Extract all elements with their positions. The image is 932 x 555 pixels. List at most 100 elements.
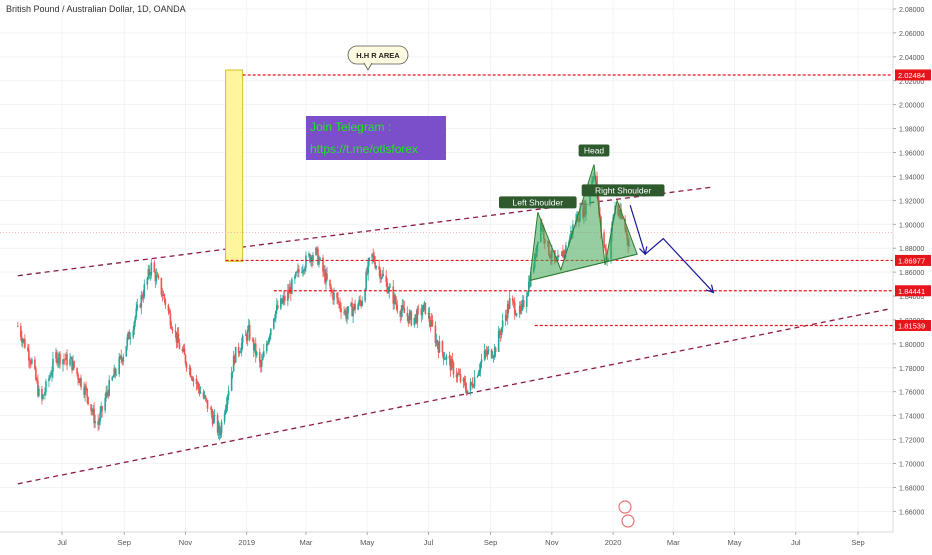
- candle: [127, 331, 130, 341]
- candle: [143, 279, 146, 299]
- candle: [268, 333, 271, 342]
- candle-body: [522, 300, 525, 307]
- candle-body: [302, 270, 304, 272]
- candle: [395, 296, 398, 310]
- level-price-tag-text: 2.02484: [898, 71, 925, 80]
- candle-body: [203, 395, 206, 398]
- candle: [476, 374, 479, 378]
- candle-body: [493, 347, 496, 357]
- candle-body: [248, 325, 251, 340]
- candle-body: [171, 328, 174, 331]
- candle: [275, 310, 277, 323]
- candle: [49, 372, 51, 381]
- candle: [276, 298, 278, 314]
- candle: [280, 294, 282, 311]
- candle: [506, 300, 509, 325]
- candle-body: [429, 322, 432, 327]
- candle: [522, 295, 525, 309]
- candle: [56, 349, 58, 366]
- candle-body: [58, 353, 60, 361]
- candle-body: [340, 307, 342, 313]
- level-price-tag: 2.02484: [895, 69, 931, 81]
- candle-body: [295, 272, 297, 276]
- candle-body: [498, 330, 501, 335]
- candle-body: [288, 290, 290, 294]
- candle-body: [162, 294, 165, 296]
- candle: [63, 353, 65, 364]
- candle-body: [59, 353, 61, 365]
- candle: [84, 383, 86, 402]
- candle: [295, 271, 297, 278]
- candle-body: [434, 325, 437, 343]
- candle: [604, 244, 606, 252]
- candle: [558, 254, 560, 258]
- candle: [512, 299, 515, 308]
- candle-body: [557, 255, 559, 261]
- candle: [305, 251, 307, 272]
- candle: [114, 367, 117, 379]
- candle: [413, 317, 416, 328]
- candle-body: [392, 286, 395, 304]
- candle-body: [42, 395, 44, 400]
- candle: [486, 346, 489, 360]
- candle: [188, 364, 191, 375]
- candle-body: [17, 325, 19, 327]
- candle: [358, 296, 360, 307]
- candle: [218, 422, 221, 441]
- arrow-head-1: [639, 246, 648, 256]
- candle: [312, 252, 314, 267]
- candle: [484, 348, 487, 360]
- candle-body: [450, 359, 453, 371]
- candle-body: [45, 381, 47, 393]
- candle-body: [386, 282, 389, 293]
- telegram-line-2: https://t.me/otlsforex: [310, 142, 418, 156]
- candle-body: [132, 329, 135, 338]
- candle-body: [490, 349, 493, 358]
- candle-body: [296, 271, 298, 273]
- candle: [238, 350, 241, 357]
- candle-body: [360, 302, 362, 306]
- time-tick-label: 2019: [238, 538, 255, 547]
- candle-body: [202, 392, 205, 398]
- candle-body: [37, 381, 39, 396]
- candle: [71, 356, 73, 374]
- candle-body: [368, 257, 370, 262]
- candle-body: [76, 367, 78, 374]
- candle-body: [253, 343, 256, 351]
- candle: [274, 314, 276, 321]
- candle: [262, 344, 265, 358]
- time-tick-label: May: [727, 538, 741, 547]
- price-tick-label: 2.02000: [899, 79, 924, 86]
- candle: [65, 352, 67, 361]
- candle: [233, 354, 236, 365]
- candle-body: [44, 392, 46, 395]
- candle-body: [452, 362, 455, 375]
- candle-body: [91, 410, 93, 413]
- candle: [51, 366, 53, 382]
- candle-body: [380, 277, 383, 280]
- candle-body: [70, 357, 72, 360]
- price-axis-bg: [893, 0, 932, 550]
- candle-body: [192, 378, 195, 381]
- candle: [147, 264, 150, 281]
- candle: [318, 255, 320, 268]
- candle: [174, 323, 177, 339]
- candle: [340, 302, 342, 319]
- candle-body: [268, 335, 271, 339]
- candle-body: [364, 289, 366, 301]
- candle-body: [188, 368, 191, 369]
- candle: [297, 263, 299, 278]
- candle-body: [484, 350, 487, 353]
- candle: [326, 266, 328, 281]
- candle: [350, 301, 352, 308]
- candle-body: [431, 319, 434, 326]
- candle-body: [282, 299, 284, 304]
- candle-body: [526, 292, 529, 297]
- candle: [359, 294, 361, 307]
- candle: [423, 300, 426, 311]
- candle: [28, 343, 30, 368]
- time-tick-label: Jul: [424, 538, 434, 547]
- candle-body: [237, 346, 240, 353]
- candle: [443, 351, 446, 361]
